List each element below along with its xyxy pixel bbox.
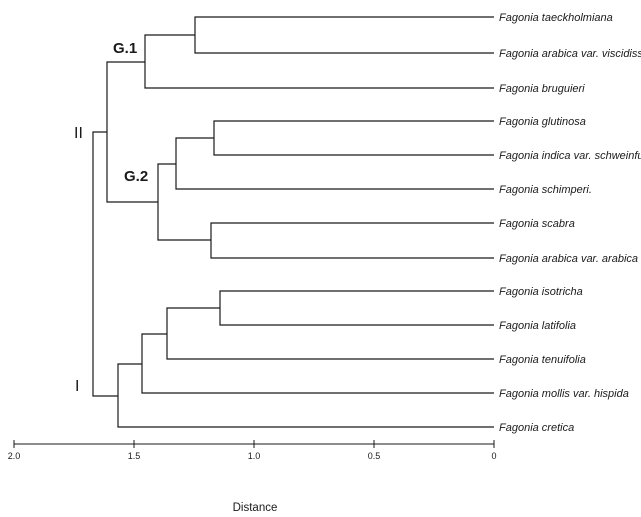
axis-tick-label: 1.0 [248, 451, 261, 461]
branch-g1 [144, 34, 494, 89]
leaf-label: Fagonia schimperi. [499, 184, 592, 196]
branch-scabra-arabica [210, 222, 494, 259]
distance-axis: 2.0 1.5 1.0 0.5 0 Distance [8, 440, 497, 514]
leaf-label: Fagonia cretica [499, 422, 574, 434]
leaf-label: Fagonia mollis var. hispida [499, 388, 629, 400]
dendrogram-branches [92, 16, 494, 428]
leaf-label: Fagonia scabra [499, 218, 575, 230]
branch-root [92, 131, 118, 397]
axis-tick-label: 2.0 [8, 451, 21, 461]
axis-tick-label: 1.5 [128, 451, 141, 461]
cluster-ii-label: II [74, 125, 83, 142]
axis-title: Distance [233, 502, 278, 514]
branch-tenuifolia [166, 307, 494, 360]
leaf-label: Fagonia glutinosa [499, 116, 586, 128]
branch-g2 [157, 163, 211, 241]
branch-cretica [117, 363, 494, 428]
leaf-label: Fagonia isotricha [499, 286, 583, 298]
leaf-label: Fagonia tenuifolia [499, 354, 586, 366]
cluster-i-label: I [75, 378, 79, 395]
branch-glutinosa-indica [213, 120, 494, 156]
branch-schimperi [175, 137, 494, 190]
group-1-label: G.1 [113, 40, 137, 57]
leaf-label: Fagonia arabica var. viscidissima [499, 48, 641, 60]
leaf-labels: Fagonia taeckholmiana Fagonia arabica va… [499, 12, 641, 434]
leaf-label: Fagonia arabica var. arabica [499, 253, 638, 265]
leaf-label: Fagonia indica var. schweinfurthii [499, 150, 641, 162]
branch-taeckholmiana-viscidissima [194, 16, 494, 54]
group-2-label: G.2 [124, 168, 148, 185]
leaf-label: Fagonia latifolia [499, 320, 576, 332]
branch-mollis [141, 333, 494, 394]
leaf-label: Fagonia bruguieri [499, 83, 585, 95]
branch-isotricha-latifolia [219, 290, 494, 326]
axis-tick-label: 0.5 [368, 451, 381, 461]
axis-tick-label: 0 [491, 451, 496, 461]
leaf-label: Fagonia taeckholmiana [499, 12, 613, 24]
